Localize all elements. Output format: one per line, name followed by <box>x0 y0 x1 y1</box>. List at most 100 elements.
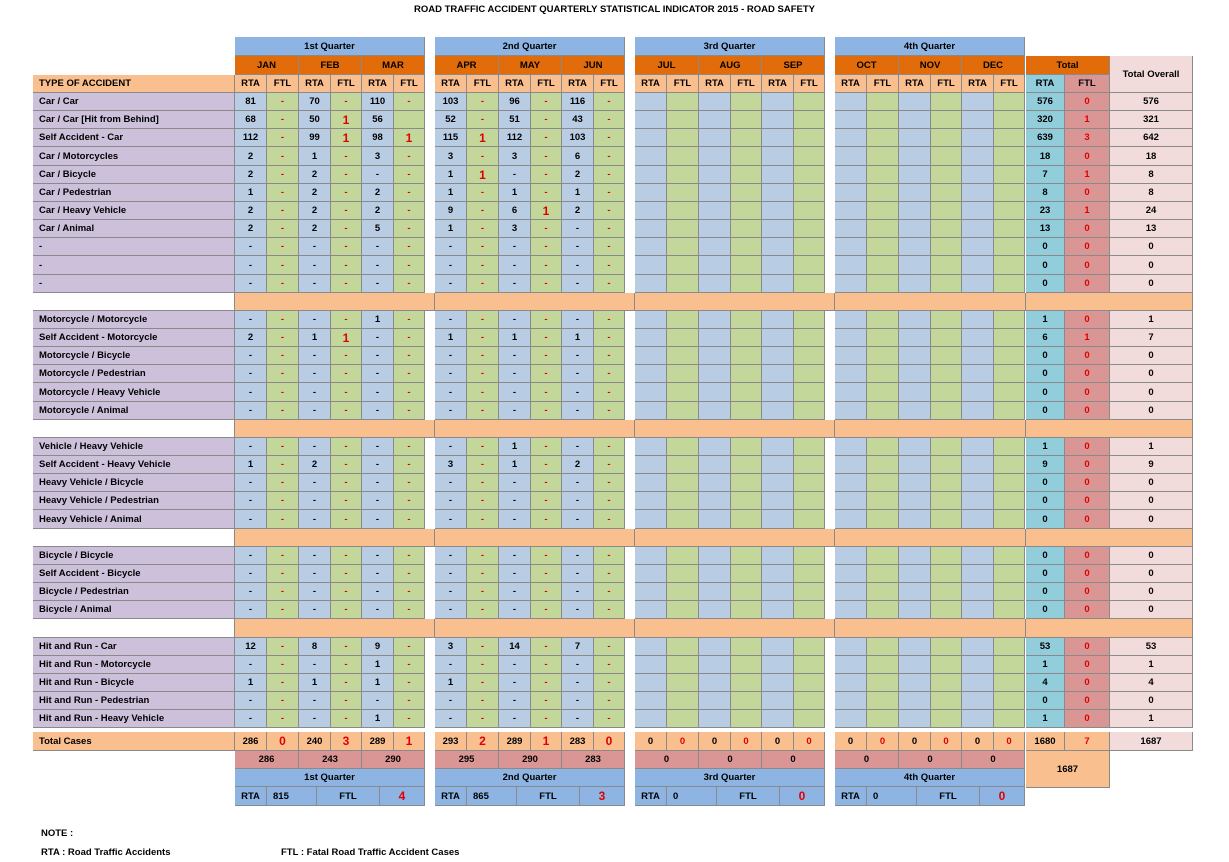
month-total: 0 <box>962 751 1025 769</box>
ftl-cell: - <box>394 492 425 510</box>
rta-cell: - <box>562 674 594 692</box>
rta-cell <box>962 129 994 147</box>
rta-cell: - <box>235 492 267 510</box>
rta-cell: 115 <box>435 129 467 147</box>
month-total: 283 <box>562 751 625 769</box>
rta-cell: 1 <box>562 184 594 202</box>
ftl-cell: - <box>467 256 499 275</box>
rta-cell: 1 <box>362 674 394 692</box>
ftl-cell: - <box>331 438 362 456</box>
ftl-cell: - <box>467 184 499 202</box>
ftl-header: FTL <box>594 75 625 93</box>
rta-cell <box>762 147 794 166</box>
ftl-cell <box>731 547 762 565</box>
ftl-cell <box>731 184 762 202</box>
rta-cell <box>835 365 867 383</box>
rta-cell <box>835 238 867 256</box>
rta-cell: 5 <box>362 220 394 238</box>
rta-cell <box>899 93 931 111</box>
rta-cell: - <box>499 492 531 510</box>
ftl-cell <box>667 383 699 402</box>
rta-cell <box>635 311 667 329</box>
rta-cell: 112 <box>499 129 531 147</box>
total-overall-cell: 0 <box>1110 565 1193 583</box>
ftl-cell: - <box>467 583 499 601</box>
total-overall-cell: 0 <box>1110 692 1193 710</box>
ftl-cell <box>867 220 899 238</box>
rta-cell: 2 <box>562 166 594 184</box>
month-header: MAR <box>362 56 425 75</box>
rta-cell <box>699 365 731 383</box>
rta-cell <box>899 184 931 202</box>
rta-cell: - <box>435 347 467 365</box>
accident-type-label: Car / Car <box>33 93 235 111</box>
rta-cell <box>699 601 731 619</box>
accident-type-label: Motorcycle / Pedestrian <box>33 365 235 383</box>
total-ftl-month: 0 <box>794 732 825 751</box>
ftl-cell: - <box>267 474 299 492</box>
total-ftl-cell: 0 <box>1065 692 1110 710</box>
ftl-cell <box>794 202 825 220</box>
note-ftl: FTL : Fatal Road Traffic Accident Cases <box>281 847 460 858</box>
ftl-cell <box>994 275 1025 293</box>
ftl-cell: - <box>267 166 299 184</box>
ftl-cell: - <box>594 710 625 728</box>
total-rta-cell: 0 <box>1026 365 1065 383</box>
ftl-cell <box>994 492 1025 510</box>
total-overall-cell: 0 <box>1110 256 1193 275</box>
ftl-cell <box>794 256 825 275</box>
rta-cell <box>835 129 867 147</box>
ftl-cell <box>667 275 699 293</box>
ftl-cell: - <box>267 220 299 238</box>
rta-cell <box>762 692 794 710</box>
rta-cell: - <box>435 601 467 619</box>
rta-cell: 51 <box>499 111 531 129</box>
rta-cell <box>962 565 994 583</box>
accident-type-label: Hit and Run - Car <box>33 638 235 656</box>
rta-cell: - <box>362 275 394 293</box>
total-ftl-cell: 1 <box>1065 329 1110 347</box>
ftl-cell: - <box>594 347 625 365</box>
total-rta-cell: 0 <box>1026 347 1065 365</box>
quarter-summary-ftl-value: 0 <box>780 787 825 806</box>
rta-cell <box>699 474 731 492</box>
rta-cell <box>635 492 667 510</box>
rta-cell: 112 <box>235 129 267 147</box>
rta-cell <box>835 93 867 111</box>
rta-cell: - <box>562 474 594 492</box>
rta-cell <box>762 583 794 601</box>
rta-cell <box>835 166 867 184</box>
ftl-cell <box>731 347 762 365</box>
rta-cell: - <box>235 347 267 365</box>
ftl-cell: - <box>531 329 562 347</box>
ftl-cell: - <box>531 220 562 238</box>
total-ftl-month: 0 <box>667 732 699 751</box>
ftl-cell: - <box>531 583 562 601</box>
ftl-cell <box>931 238 962 256</box>
separator-row <box>435 529 635 547</box>
rta-cell: - <box>299 383 331 402</box>
ftl-cell: - <box>531 275 562 293</box>
ftl-cell <box>794 638 825 656</box>
ftl-cell: - <box>531 256 562 275</box>
ftl-cell: - <box>531 311 562 329</box>
ftl-cell: - <box>331 311 362 329</box>
rta-cell: 52 <box>435 111 467 129</box>
ftl-cell: - <box>267 202 299 220</box>
rta-cell: - <box>562 383 594 402</box>
month-total: 0 <box>835 751 899 769</box>
ftl-cell: - <box>267 656 299 674</box>
accident-type-label: Self Accident - Motorcycle <box>33 329 235 347</box>
total-ftl-month: 0 <box>731 732 762 751</box>
rta-cell: - <box>435 365 467 383</box>
ftl-cell <box>994 583 1025 601</box>
quarter-summary-ftl-value: 0 <box>980 787 1025 806</box>
ftl-cell: - <box>394 638 425 656</box>
rta-cell: - <box>362 601 394 619</box>
ftl-cell <box>667 202 699 220</box>
accident-type-label: Car / Pedestrian <box>33 184 235 202</box>
ftl-cell <box>731 311 762 329</box>
ftl-cell: - <box>467 510 499 529</box>
ftl-cell: - <box>394 220 425 238</box>
rta-cell <box>962 674 994 692</box>
